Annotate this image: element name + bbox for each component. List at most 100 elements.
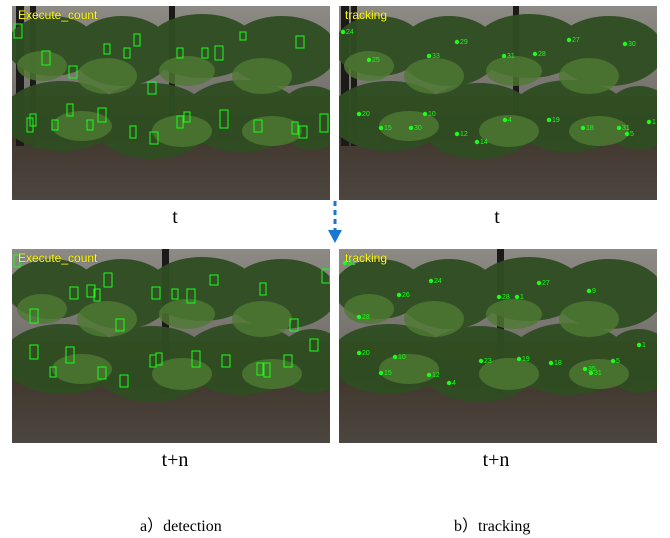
- track-id-label: 30: [628, 41, 636, 48]
- track-marker: [428, 278, 434, 284]
- track-id-label: 15: [384, 125, 392, 132]
- track-marker: [616, 125, 622, 131]
- track-marker: [426, 372, 432, 378]
- track-marker: [566, 37, 572, 43]
- track-id-label: 31: [594, 370, 602, 377]
- track-marker: [340, 29, 346, 35]
- overlay-label: Execute_count: [18, 8, 98, 22]
- track-id-label: 26: [402, 292, 410, 299]
- track-marker: [514, 294, 520, 300]
- track-marker: [356, 350, 362, 356]
- vine-scene: [12, 249, 330, 443]
- track-id-label: 4: [452, 380, 456, 387]
- track-marker: [478, 358, 484, 364]
- track-marker: [532, 51, 538, 57]
- track-id-label: 24: [346, 29, 354, 36]
- track-marker: [378, 370, 384, 376]
- track-marker: [548, 360, 554, 366]
- overlay-label: Execute_count: [18, 251, 98, 265]
- track-id-label: 27: [542, 280, 550, 287]
- track-marker: [586, 288, 592, 294]
- time-label-tn-left: t+n: [161, 449, 189, 471]
- track-marker: [392, 354, 398, 360]
- track-marker: [446, 380, 452, 386]
- time-label-t-right: t: [494, 206, 500, 228]
- track-marker: [516, 356, 522, 362]
- track-id-label: 20: [362, 350, 370, 357]
- overlay-label: tracking: [345, 8, 388, 22]
- track-id-label: 12: [432, 372, 440, 379]
- track-marker: [378, 125, 384, 131]
- subcaption-detection: a）detection: [140, 518, 222, 535]
- track-marker: [622, 41, 628, 47]
- track-marker: [474, 139, 480, 145]
- track-id-label: 24: [434, 278, 442, 285]
- track-id-label: 27: [572, 37, 580, 44]
- track-id-label: 12: [460, 131, 468, 138]
- track-id-label: 14: [480, 139, 488, 146]
- track-id-label: 5: [630, 131, 634, 138]
- track-id-label: 29: [460, 39, 468, 46]
- track-id-label: 18: [554, 360, 562, 367]
- track-marker: [646, 119, 652, 125]
- track-id-label: 23: [484, 358, 492, 365]
- track-marker: [582, 366, 588, 372]
- track-id-label: 31: [348, 260, 356, 267]
- track-marker: [636, 342, 642, 348]
- track-marker: [454, 131, 460, 137]
- track-id-label: 15: [384, 370, 392, 377]
- track-id-label: 31: [507, 53, 515, 60]
- track-id-label: 28: [538, 51, 546, 58]
- tracking-image-t-plus-n: tracking 31 28 26 24 28 1 27 9 20 10 15 12 4 23 19 18 35…: [339, 249, 657, 443]
- detection-image-t: Execute_count: [12, 6, 330, 200]
- arrow-down-icon: [328, 201, 342, 243]
- track-marker: [408, 125, 414, 131]
- track-marker: [501, 53, 507, 59]
- track-marker: [356, 111, 362, 117]
- vine-scene: [339, 249, 657, 443]
- overlay-label: tracking: [345, 251, 388, 265]
- track-marker: [342, 260, 348, 266]
- track-id-label: 10: [428, 111, 436, 118]
- track-marker: [588, 370, 594, 376]
- track-id-label: 1: [520, 294, 524, 301]
- track-marker: [536, 280, 542, 286]
- track-id-label: 28: [502, 294, 510, 301]
- track-id-label: 35: [588, 366, 596, 373]
- time-label-t-left: t: [172, 206, 178, 228]
- track-marker: [496, 294, 502, 300]
- track-marker: [580, 125, 586, 131]
- detection-image-t-plus-n: Execute_count: [12, 249, 330, 443]
- track-marker: [422, 111, 428, 117]
- track-id-label: 25: [372, 57, 380, 64]
- track-marker: [546, 117, 552, 123]
- time-label-tn-right: t+n: [482, 449, 510, 471]
- track-id-label: 20: [362, 111, 370, 118]
- track-id-label: 10: [398, 354, 406, 361]
- track-id-label: 4: [508, 117, 512, 124]
- track-id-label: 19: [522, 356, 530, 363]
- track-marker: [426, 53, 432, 59]
- vine-scene: [339, 6, 657, 200]
- tracking-image-t: tracking 24 25 33 29 31 28 27 30 20 15 30 10 12 14 4 19…: [339, 6, 657, 200]
- track-id-label: 1: [642, 342, 646, 349]
- track-id-label: 5: [616, 358, 620, 365]
- track-marker: [396, 292, 402, 298]
- track-marker: [356, 314, 362, 320]
- track-marker: [366, 57, 372, 63]
- track-marker: [502, 117, 508, 123]
- vine-scene: [12, 6, 330, 200]
- track-id-label: 1: [652, 119, 656, 126]
- subcaption-tracking: b）tracking: [454, 518, 531, 535]
- track-id-label: 30: [414, 125, 422, 132]
- track-marker: [610, 358, 616, 364]
- track-id-label: 9: [592, 288, 596, 295]
- track-id-label: 33: [432, 53, 440, 60]
- track-id-label: 31: [622, 125, 630, 132]
- track-marker: [624, 131, 630, 137]
- track-id-label: 28: [362, 314, 370, 321]
- track-id-label: 19: [552, 117, 560, 124]
- track-id-label: 18: [586, 125, 594, 132]
